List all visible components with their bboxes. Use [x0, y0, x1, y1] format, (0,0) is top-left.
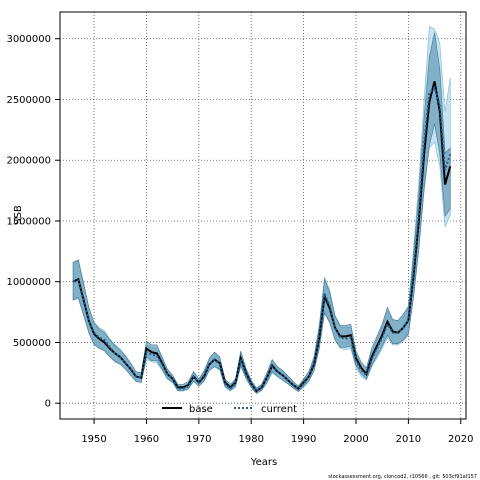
x-tick-label: 1980 — [238, 434, 263, 445]
x-axis: 1950 1960 1970 1980 1990 2000 2010 2020 — [81, 419, 473, 445]
x-tick-label: 1970 — [186, 434, 211, 445]
legend: base current — [162, 404, 297, 415]
band-base — [72, 32, 451, 394]
y-axis: 0 500000 1000000 1500000 2000000 2500000 30000… — [6, 34, 60, 410]
series-lines — [72, 81, 452, 393]
confidence-bands — [72, 26, 451, 394]
x-tick-label: 1950 — [81, 434, 106, 445]
series-line-current — [72, 85, 452, 393]
y-tick-label: 1000000 — [6, 277, 51, 288]
footer-note: stockassessment.org, cloncod2, r10566 , … — [328, 474, 477, 480]
y-tick-label: 0 — [45, 399, 51, 410]
x-axis-label: Years — [250, 457, 277, 468]
x-tick-label: 2010 — [396, 434, 421, 445]
x-tick-label: 1990 — [291, 434, 316, 445]
plot-frame — [59, 11, 467, 420]
x-tick-label: 2000 — [343, 434, 368, 445]
legend-base-label: base — [189, 404, 213, 415]
y-tick-label: 2500000 — [6, 95, 51, 106]
x-tick-label: 1960 — [134, 434, 159, 445]
legend-current-label: current — [261, 404, 297, 415]
y-tick-label: 500000 — [13, 338, 51, 349]
x-tick-label: 2020 — [448, 434, 473, 445]
y-tick-label: 2000000 — [6, 156, 51, 167]
y-tick-label: 3000000 — [6, 34, 51, 45]
y-tick-label: 1500000 — [6, 216, 51, 227]
y-axis-label: SSB — [13, 205, 24, 225]
